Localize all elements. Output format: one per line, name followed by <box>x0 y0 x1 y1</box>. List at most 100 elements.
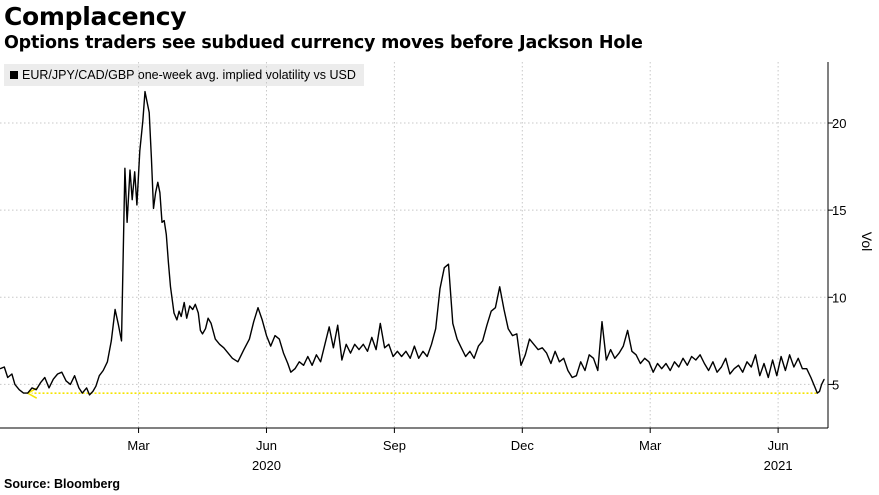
data-point <box>686 364 688 366</box>
data-point <box>657 363 658 364</box>
data-point <box>126 221 128 223</box>
data-point <box>588 354 590 356</box>
data-point <box>341 359 343 361</box>
data-point <box>546 352 547 354</box>
data-point <box>772 359 773 361</box>
data-point <box>320 361 321 363</box>
data-point <box>789 354 790 356</box>
data-point <box>516 333 518 335</box>
data-point <box>759 375 761 377</box>
data-point <box>35 389 37 391</box>
data-point <box>165 234 167 235</box>
data-point <box>678 366 680 368</box>
data-point <box>92 391 94 392</box>
x-tick-label: Sep <box>383 438 406 453</box>
data-point <box>507 328 509 330</box>
data-point <box>44 377 46 378</box>
data-point <box>253 321 255 323</box>
data-point <box>627 330 628 331</box>
legend-label: EUR/JPY/CAD/GBP one-week avg. implied vo… <box>22 68 356 82</box>
data-point <box>155 192 157 194</box>
data-point <box>733 368 735 370</box>
data-point <box>503 309 505 310</box>
data-point <box>665 363 667 364</box>
data-point <box>473 357 475 359</box>
legend-swatch-square <box>10 71 18 79</box>
data-point <box>802 368 803 370</box>
axis-layer: 5 10 15 20 Mar Jun Sep Dec Mar Jun 2020 2021 Vol <box>0 62 875 473</box>
data-point <box>270 345 272 347</box>
y-tick-label: 10 <box>832 290 846 305</box>
data-point <box>499 286 501 288</box>
data-point <box>821 384 822 385</box>
data-point <box>601 321 603 323</box>
data-point <box>121 340 122 342</box>
x-tick-label: Mar <box>639 438 662 453</box>
x-year-label: 2021 <box>764 458 793 473</box>
data-point <box>283 352 284 354</box>
data-point <box>227 352 229 354</box>
data-point <box>541 347 543 349</box>
data-point <box>249 338 250 340</box>
data-point <box>178 310 180 312</box>
data-point <box>397 350 398 352</box>
data-point <box>823 378 825 380</box>
data-point <box>159 192 161 194</box>
data-point <box>682 357 684 359</box>
data-point <box>303 364 304 366</box>
data-point <box>618 352 620 354</box>
data-point <box>131 199 133 201</box>
data-point <box>580 361 582 363</box>
data-point <box>524 354 526 356</box>
data-point <box>712 361 714 363</box>
data-point <box>345 343 347 345</box>
series-line <box>0 90 825 396</box>
data-point <box>151 157 152 159</box>
data-point <box>354 343 356 345</box>
source-note: Source: Bloomberg <box>4 477 120 491</box>
data-point <box>153 208 154 209</box>
data-point <box>214 338 216 340</box>
data-point <box>168 262 169 263</box>
data-point <box>571 377 573 378</box>
data-point <box>358 349 360 350</box>
data-point <box>567 370 569 371</box>
data-point <box>261 319 263 321</box>
data-point <box>78 387 80 389</box>
data-point <box>529 338 530 340</box>
data-point <box>495 307 496 309</box>
data-point <box>371 337 373 338</box>
data-point <box>197 312 199 314</box>
data-point <box>294 368 296 370</box>
data-point <box>414 345 415 347</box>
data-point <box>816 392 818 394</box>
data-point <box>490 310 492 312</box>
data-point <box>18 389 20 391</box>
data-point <box>274 335 276 336</box>
data-point <box>460 347 462 349</box>
data-point <box>200 330 201 331</box>
x-tick-label: Dec <box>511 438 535 453</box>
data-point <box>81 392 83 394</box>
data-point <box>605 359 607 361</box>
data-point <box>139 150 141 152</box>
data-point <box>439 288 441 289</box>
x-tick-label: Jun <box>256 438 277 453</box>
data-point <box>375 349 377 350</box>
data-point <box>810 377 812 378</box>
data-point <box>14 384 16 385</box>
data-point <box>750 366 752 368</box>
data-point <box>163 220 165 222</box>
data-point <box>186 317 188 319</box>
data-point <box>333 347 334 349</box>
data-point <box>48 387 50 389</box>
data-point <box>691 356 692 357</box>
data-point <box>635 354 637 356</box>
data-point <box>418 357 420 359</box>
data-point <box>550 363 552 364</box>
data-point <box>290 371 292 373</box>
data-point <box>23 392 24 394</box>
data-point <box>89 394 90 396</box>
data-point <box>257 307 259 309</box>
data-point <box>223 347 225 349</box>
